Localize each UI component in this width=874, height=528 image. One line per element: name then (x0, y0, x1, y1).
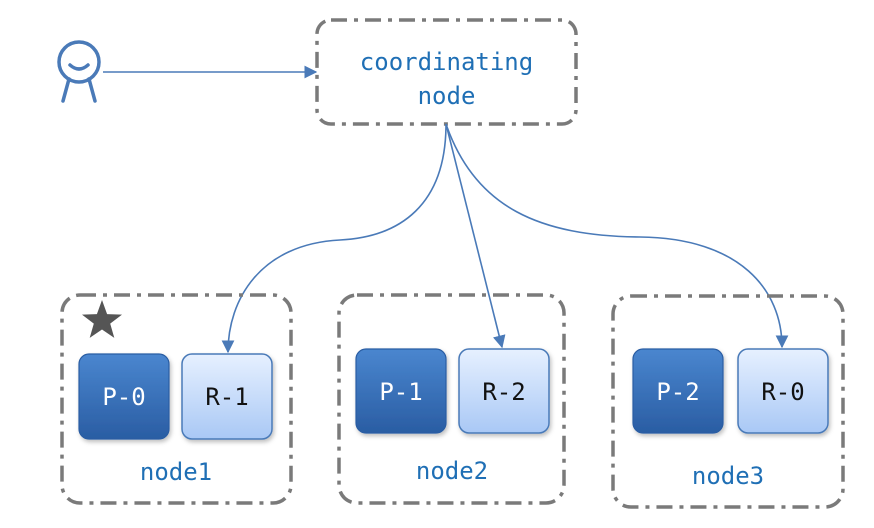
route-arrow-to-node3-replica (445, 123, 789, 349)
shard-replica[interactable]: R-1 (181, 353, 273, 440)
shard-label: R-2 (482, 378, 525, 406)
star-icon (82, 300, 122, 338)
shard-replica[interactable]: R-0 (737, 348, 829, 434)
data-node-3[interactable]: P-2 R-0 node3 (611, 294, 845, 509)
shard-replica[interactable]: R-2 (458, 348, 550, 434)
node-label: node2 (416, 457, 488, 485)
coordinating-node-label-line1: coordinating (360, 48, 533, 76)
route-arrow-to-node1-replica (221, 123, 447, 354)
data-node-1[interactable]: P-0 R-1 node1 (60, 293, 293, 505)
user-icon (57, 40, 101, 103)
shard-label: P-1 (379, 378, 422, 406)
shard-primary[interactable]: P-2 (632, 348, 724, 434)
shard-label: R-1 (205, 383, 248, 411)
shard-label: R-0 (761, 378, 804, 406)
route-arrow-to-node2-replica (445, 123, 506, 349)
shard-primary[interactable]: P-0 (78, 353, 170, 440)
node-label: node3 (692, 462, 764, 490)
data-node-2[interactable]: P-1 R-2 node2 (337, 293, 566, 505)
shard-primary[interactable]: P-1 (355, 348, 447, 434)
node-label: node1 (140, 458, 212, 486)
coordinating-node[interactable]: coordinating node (315, 18, 578, 126)
shard-label: P-2 (656, 378, 699, 406)
shard-label: P-0 (102, 383, 145, 411)
coordinating-node-label-line2: node (418, 82, 476, 110)
